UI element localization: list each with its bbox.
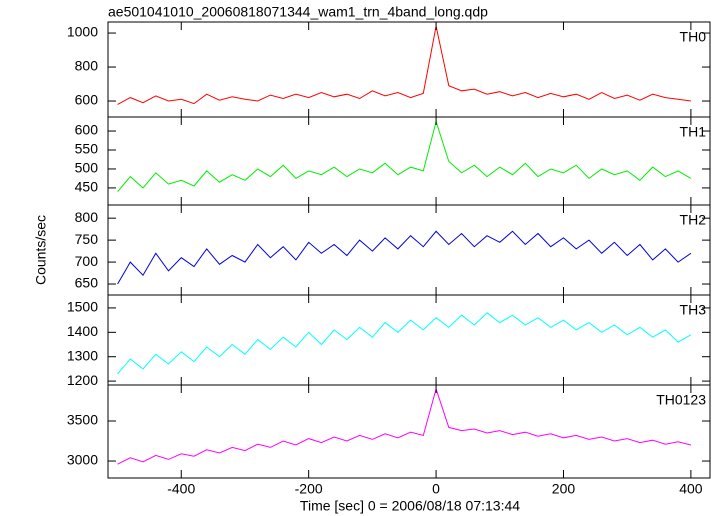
panel-label: TH3 xyxy=(680,302,707,318)
chart-title: ae501041010_20060818071344_wam1_trn_4ban… xyxy=(108,4,488,20)
panel-label: TH0123 xyxy=(656,392,706,408)
y-tick-label: 500 xyxy=(75,160,99,176)
data-line xyxy=(117,387,692,465)
data-line xyxy=(117,119,692,193)
x-axis-label: Time [sec] 0 = 2006/08/18 07:13:44 xyxy=(300,498,520,514)
y-axis-label: Counts/sec xyxy=(33,215,49,285)
y-tick-label: 1200 xyxy=(67,372,98,388)
y-tick-label: 750 xyxy=(75,231,99,247)
panel-label: TH2 xyxy=(680,212,707,228)
y-tick-label: 450 xyxy=(75,179,99,195)
data-line xyxy=(117,26,691,105)
y-tick-label: 600 xyxy=(75,122,99,138)
x-tick-label: -200 xyxy=(295,481,323,497)
y-tick-label: 1500 xyxy=(67,299,98,315)
x-tick-label: 0 xyxy=(432,481,440,497)
y-tick-label: 1400 xyxy=(67,323,98,339)
x-tick-label: 400 xyxy=(679,481,703,497)
panel-label: TH1 xyxy=(680,124,707,140)
y-tick-label: 700 xyxy=(75,253,99,269)
data-line xyxy=(117,312,692,375)
data-line xyxy=(117,230,692,285)
y-tick-label: 800 xyxy=(75,209,99,225)
x-tick-label: -400 xyxy=(167,481,195,497)
panel-frame xyxy=(107,384,711,479)
y-tick-label: 3500 xyxy=(67,412,98,428)
y-tick-label: 600 xyxy=(75,92,99,108)
y-tick-label: 550 xyxy=(75,141,99,157)
y-tick-label: 3000 xyxy=(67,452,98,468)
y-tick-label: 1000 xyxy=(67,24,98,40)
x-tick-label: 200 xyxy=(552,481,576,497)
panel-label: TH0 xyxy=(680,29,707,45)
y-tick-label: 650 xyxy=(75,275,99,291)
y-tick-label: 800 xyxy=(75,58,99,74)
y-tick-label: 1300 xyxy=(67,347,98,363)
